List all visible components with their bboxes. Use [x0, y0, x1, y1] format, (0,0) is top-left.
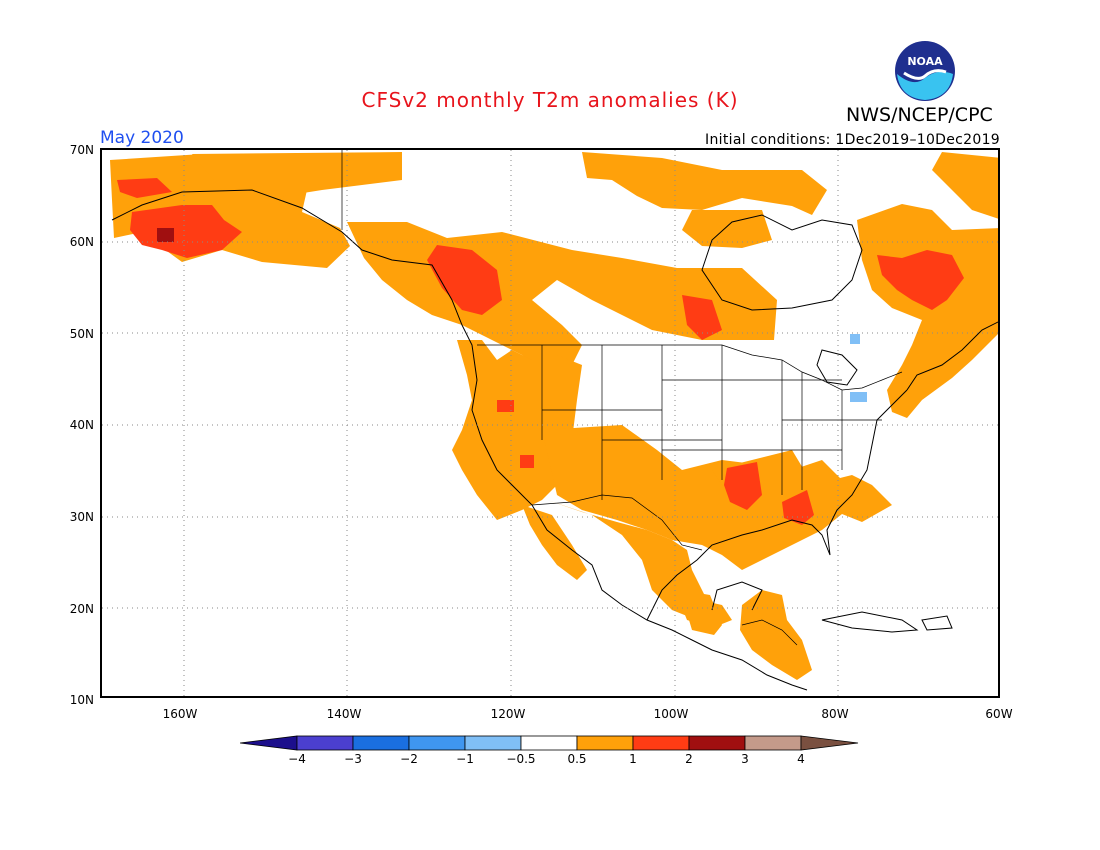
noaa-logo-text: NOAA	[907, 55, 943, 68]
colorbar-label: 2	[685, 752, 693, 766]
anomaly-area-alaska-north	[192, 152, 402, 198]
colorbar-box	[408, 735, 466, 751]
anomaly-area-quebec	[857, 204, 998, 418]
border-us-canada	[477, 344, 903, 391]
anomaly-area-cool-spot-2	[850, 392, 867, 402]
lat-label-20n: 20N	[69, 602, 94, 616]
coastline-cuba	[821, 611, 919, 633]
lon-label-100w: 100W	[653, 707, 689, 721]
lat-label-10n: 10N	[69, 693, 94, 707]
colorbar-box	[520, 735, 578, 751]
lon-label-160w: 160W	[162, 707, 198, 721]
anomaly-area-mississippi-strong	[724, 462, 762, 510]
border-states-central	[662, 345, 842, 495]
lat-label-30n: 30N	[69, 510, 94, 524]
border-mexico-south	[741, 619, 798, 646]
colorbar-label: −4	[288, 752, 306, 766]
colorbar-label: 4	[797, 752, 805, 766]
colorbar-end-high	[800, 735, 859, 751]
colorbar-box	[688, 735, 746, 751]
anomaly-area-hudson-north	[682, 210, 772, 248]
anomaly-area-bc-strong	[427, 245, 502, 315]
coastline-north-america	[111, 189, 808, 691]
colorbar-label: 3	[741, 752, 749, 766]
anomaly-area-alaska-extreme	[157, 228, 174, 242]
anomaly-area-southwest-us	[542, 425, 847, 570]
lat-label-70n: 70N	[69, 143, 94, 157]
anomaly-area-mexico	[547, 500, 712, 620]
colorbar-box	[352, 735, 410, 751]
period-label: May 2020	[100, 128, 184, 148]
anomaly-area-alaska-strong	[130, 205, 242, 258]
coastline-hudson-bay	[701, 214, 863, 311]
lon-label-120w: 120W	[490, 707, 526, 721]
anomaly-area-alaska-north-strong	[117, 178, 172, 198]
colorbar-box	[464, 735, 522, 751]
lat-label-40n: 40N	[69, 418, 94, 432]
colorbar-label: −1	[456, 752, 474, 766]
colorbar-label: 1	[629, 752, 637, 766]
anomaly-area-northern-canada	[582, 152, 827, 215]
colorbar-label: −3	[344, 752, 362, 766]
anomaly-area-quebec-strong	[877, 250, 964, 310]
anomaly-area-yucatan	[680, 590, 722, 635]
anomaly-area-northeast-canada	[932, 152, 998, 219]
map-canvas	[102, 150, 998, 696]
anomaly-layer-extreme	[157, 228, 174, 242]
lat-label-60n: 60N	[69, 235, 94, 249]
coastline-gulf	[646, 389, 908, 621]
anomaly-area-western-us	[452, 340, 582, 520]
graticule	[102, 150, 998, 696]
agency-label: NWS/NCEP/CPC	[846, 104, 993, 126]
anomaly-layer-strong	[117, 178, 964, 525]
coastline-yucatan	[711, 581, 763, 611]
chart-title: CFSv2 monthly T2m anomalies (K)	[361, 88, 739, 112]
anomaly-map	[100, 148, 1000, 698]
anomaly-area-nevada-strong	[497, 400, 514, 412]
colorbar-label: −2	[400, 752, 418, 766]
anomaly-area-baja	[522, 505, 587, 580]
anomaly-area-alabama-strong	[782, 490, 814, 525]
colorbar-end-low	[239, 735, 298, 751]
anomaly-area-cool-spot-1	[850, 334, 860, 344]
colorbar-label: −0.5	[506, 752, 536, 766]
colorbar-box	[296, 735, 354, 751]
border-layer	[341, 150, 903, 646]
colorbar-box	[632, 735, 690, 751]
colorbar-label: 0.5	[567, 752, 587, 766]
colorbar-svg	[239, 735, 859, 751]
initial-conditions: Initial conditions: 1Dec2019–10Dec2019	[705, 132, 1000, 148]
border-states-east	[782, 372, 882, 490]
coastline-great-lakes	[816, 349, 858, 386]
colorbar	[239, 733, 864, 757]
anomaly-area-central-america	[740, 590, 812, 680]
coastline-hispaniola	[921, 615, 953, 631]
anomaly-area-arizona-strong	[520, 455, 534, 468]
noaa-logo: NOAA	[894, 40, 956, 102]
anomaly-area-sask-strong	[682, 295, 722, 340]
colorbar-box	[576, 735, 634, 751]
lon-label-140w: 140W	[326, 707, 362, 721]
coastline-east	[906, 321, 998, 391]
lon-label-80w: 80W	[821, 707, 849, 721]
border-states-west	[541, 345, 722, 500]
coastline-layer	[111, 189, 998, 691]
anomaly-layer-cool	[850, 334, 867, 402]
border-us-mexico	[531, 494, 703, 551]
anomaly-layer-moderate	[110, 152, 998, 680]
colorbar-box	[744, 735, 802, 751]
lat-label-50n: 50N	[69, 327, 94, 341]
lon-label-60w: 60W	[985, 707, 1013, 721]
